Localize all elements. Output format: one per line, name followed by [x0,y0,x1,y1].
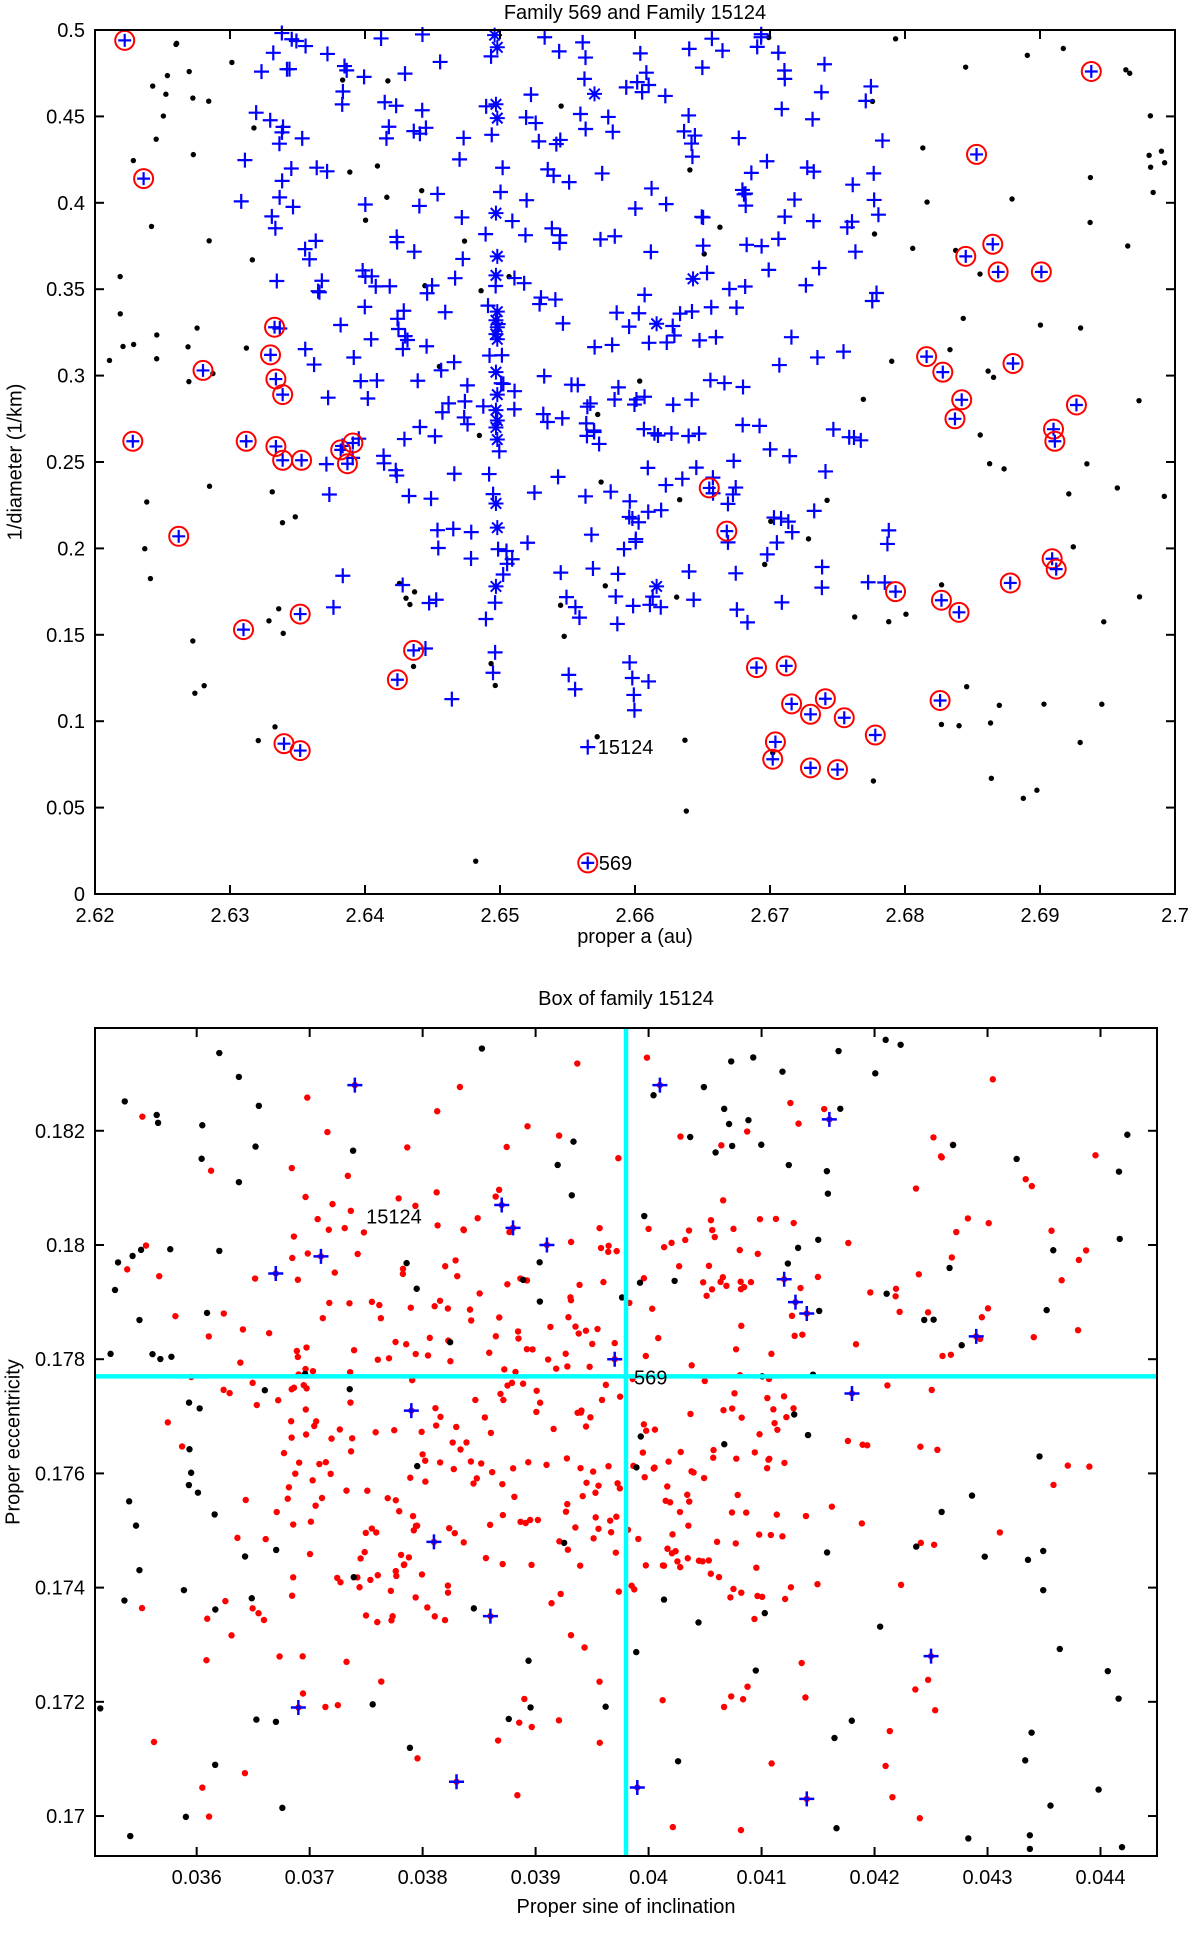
family-label-569: 569 [599,853,632,875]
y-tick-label: 0.178 [35,1349,85,1371]
family-label-15124: 15124 [598,737,654,759]
x-tick-label: 2.67 [751,905,790,927]
plot-0: 2.62 2.63 2.64 2.65 2.66 2.67 2.68 2.69 2.7 0 0.05… [46,20,1189,927]
x-tick-label: 0.039 [511,1867,561,1889]
x-tick-label: 0.043 [963,1867,1013,1889]
x-tick-label: 0.04 [629,1867,668,1889]
y-tick-label: 0.172 [35,1692,85,1714]
x-tick-label: 2.64 [346,905,385,927]
top-plot-xlabel: proper a (au) [577,926,693,948]
series-family-15124-members [233,25,897,755]
x-tick-label: 2.69 [1021,905,1060,927]
series-background-asteroids [97,1036,1131,1853]
plot-1: 0.036 0.037 0.038 0.039 0.04 0.041 0.042 0.043 0… [35,1027,1158,1889]
x-tick-label: 0.044 [1075,1867,1125,1889]
series-family-569-members-circled- [114,29,1102,874]
y-tick-label: 0.18 [46,1235,85,1257]
y-tick-label: 0.1 [57,711,85,733]
top-plot-title: Family 569 and Family 15124 [503,2,767,24]
axes-frame: 2.62 2.63 2.64 2.65 2.66 2.67 2.68 2.69 2.7 0 0.05… [46,20,1189,927]
x-tick-label: 0.037 [285,1867,335,1889]
y-tick-label: 0.45 [46,106,85,128]
series-objects-in-both-lists [487,27,701,594]
series-family-569-members [268,1077,984,1807]
x-tick-label: 2.62 [76,905,115,927]
y-tick-label: 0.174 [35,1578,85,1600]
x-tick-label: 2.7 [1161,905,1189,927]
y-tick-label: 0.35 [46,279,85,301]
x-tick-label: 0.038 [398,1867,448,1889]
family-label-569: 569 [634,1367,667,1389]
bottom-plot-title: Box of family 15124 [538,988,714,1010]
y-tick-label: 0.176 [35,1463,85,1485]
y-tick-label: 0 [74,884,85,906]
y-tick-label: 0.25 [46,452,85,474]
bottom-plot-xlabel: Proper sine of inclination [516,1896,736,1918]
x-tick-label: 2.66 [616,905,655,927]
y-tick-label: 0.17 [46,1806,85,1828]
x-tick-label: 2.65 [481,905,520,927]
family-label-15124: 15124 [366,1206,422,1228]
axes-frame: 0.036 0.037 0.038 0.039 0.04 0.041 0.042 0.043 0… [35,1027,1158,1889]
x-tick-label: 0.036 [172,1867,222,1889]
y-tick-label: 0.3 [57,366,85,388]
x-tick-label: 0.042 [850,1867,900,1889]
y-tick-label: 0.4 [57,193,85,215]
y-tick-label: 0.05 [46,798,85,820]
y-tick-label: 0.5 [57,20,85,42]
y-tick-label: 0.2 [57,538,85,560]
x-tick-label: 0.041 [737,1867,787,1889]
crosshair-lines [95,1028,1157,1856]
y-tick-label: 0.15 [46,625,85,647]
series-family-15124-members [124,1054,1099,1834]
x-tick-label: 2.68 [886,905,925,927]
y-tick-label: 0.182 [35,1121,85,1143]
x-tick-label: 2.63 [211,905,250,927]
